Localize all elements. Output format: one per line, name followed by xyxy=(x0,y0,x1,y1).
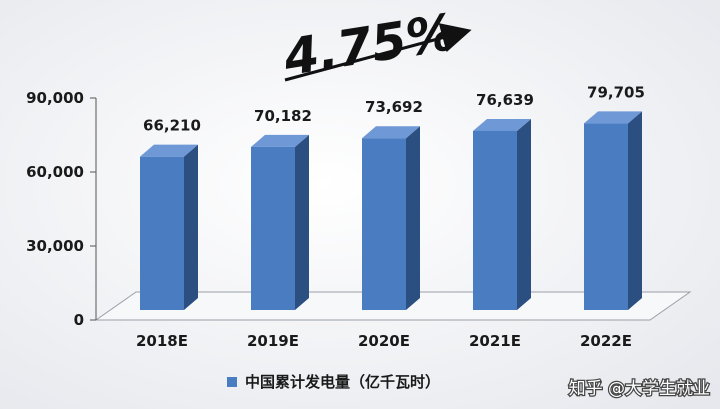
bar xyxy=(473,130,517,310)
watermark: 知乎 @大学生就业 xyxy=(569,379,710,399)
y-tick-label: 30,000 xyxy=(26,237,84,255)
bar-top xyxy=(362,126,420,139)
data-label: 73,692 xyxy=(365,98,423,116)
y-tick-label: 60,000 xyxy=(26,163,84,181)
bar xyxy=(584,123,628,310)
x-axis-labels: 2018E 2019E 2020E 2021E 2022E xyxy=(136,332,632,350)
x-tick-label: 2019E xyxy=(247,332,299,350)
bar-top xyxy=(584,111,642,124)
x-tick-label: 2021E xyxy=(469,332,521,350)
data-label: 66,210 xyxy=(143,117,201,135)
bar-top xyxy=(473,118,531,131)
bar-side xyxy=(295,134,309,310)
data-label: 76,639 xyxy=(476,91,534,109)
growth-arrow xyxy=(284,23,472,82)
bar-series: 66,210 70,182 73,692 76,639 79,705 xyxy=(140,83,645,311)
y-tick-label: 90,000 xyxy=(26,89,84,107)
bar-side xyxy=(184,144,198,310)
bar-side xyxy=(628,111,642,310)
bar xyxy=(362,138,406,310)
data-label: 79,705 xyxy=(587,83,645,101)
x-tick-label: 2022E xyxy=(580,332,632,350)
legend-label: 中国累计发电量（亿千瓦时） xyxy=(245,373,440,391)
bar xyxy=(140,156,184,310)
bar-top xyxy=(251,134,309,147)
y-tick-label: 0 xyxy=(74,311,84,329)
bar-top xyxy=(140,144,198,157)
legend-swatch xyxy=(227,377,237,387)
y-axis-ticks: 0 30,000 60,000 90,000 xyxy=(26,89,96,329)
bar-side xyxy=(406,126,420,310)
bar xyxy=(251,146,295,310)
bar-side xyxy=(517,118,531,311)
x-tick-label: 2020E xyxy=(358,332,410,350)
data-label: 70,182 xyxy=(254,107,312,125)
x-tick-label: 2018E xyxy=(136,332,188,350)
